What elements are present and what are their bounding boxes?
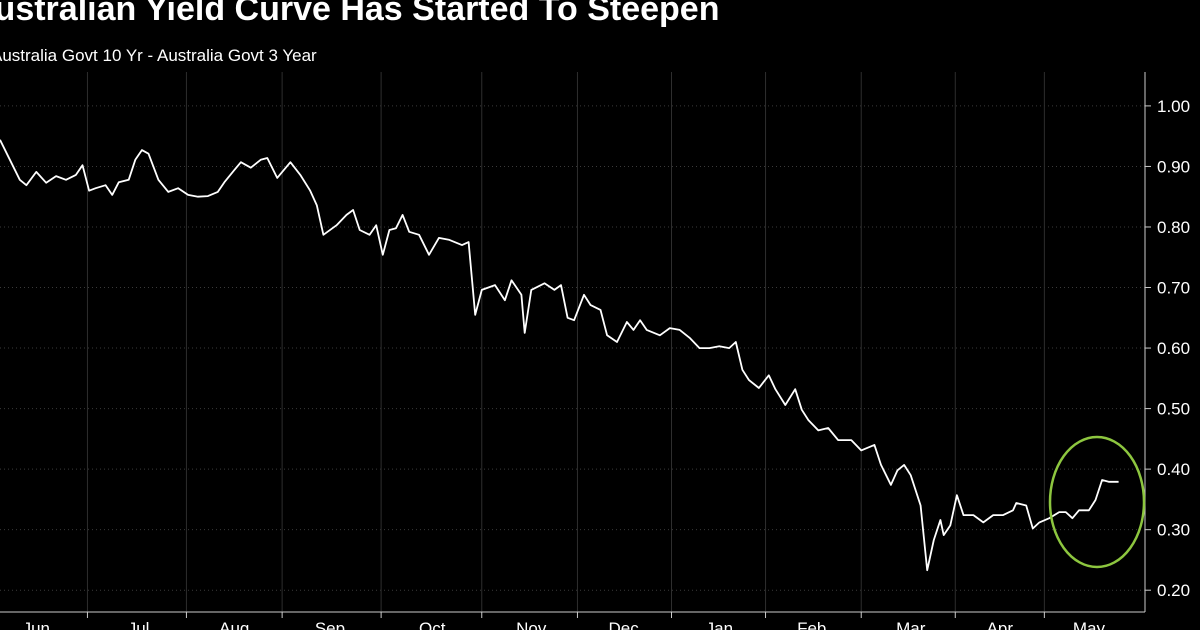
x-tick-label: Apr	[987, 619, 1014, 630]
x-tick-label: Dec	[609, 619, 640, 630]
x-tick-label: Aug	[219, 619, 249, 630]
chart-title: Australian Yield Curve Has Started To St…	[0, 0, 719, 28]
x-tick-label: Oct	[419, 619, 446, 630]
y-tick-label: 0.90	[1157, 157, 1190, 176]
y-tick-label: 0.30	[1157, 521, 1190, 540]
data-line	[0, 139, 1119, 572]
y-tick-label: 0.20	[1157, 581, 1190, 600]
x-tick-label: Jan	[706, 619, 733, 630]
x-tick-label: Jul	[128, 619, 150, 630]
x-tick-label: Feb	[797, 619, 826, 630]
y-tick-label: 0.70	[1157, 279, 1190, 298]
x-tick-label: Sep	[315, 619, 345, 630]
x-tick-label: May	[1073, 619, 1106, 630]
highlight-ellipse	[1048, 435, 1146, 569]
y-tick-label: 1.00	[1157, 97, 1190, 116]
x-tick-label: Jun	[23, 619, 50, 630]
plot-area: 0.20 0.30 0.40 0.50 0.60 0.70 0.80 0.90 1.00 Jun J…	[0, 72, 1190, 630]
chart-subtitle: Australia Govt 10 Yr - Australia Govt 3 …	[0, 46, 317, 65]
y-tick-label: 0.60	[1157, 339, 1190, 358]
y-tick-label: 0.40	[1157, 460, 1190, 479]
x-tick-label: Mar	[896, 619, 926, 630]
y-tick-label: 0.80	[1157, 218, 1190, 237]
x-tick-label: Nov	[516, 619, 547, 630]
y-tick-label: 0.50	[1157, 400, 1190, 419]
